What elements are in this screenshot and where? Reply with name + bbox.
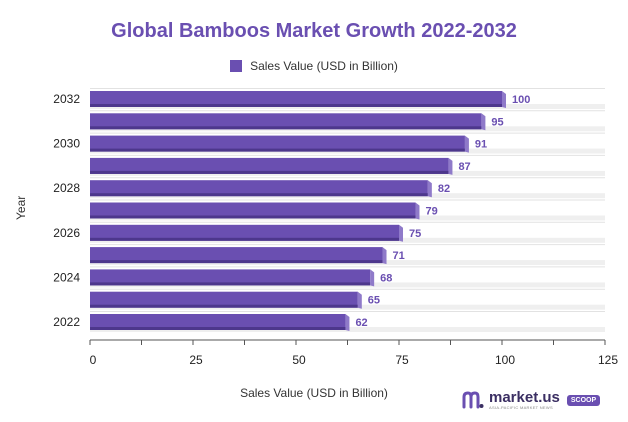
- x-tick-label: 75: [395, 353, 409, 367]
- brand-badge: SCOOP: [566, 394, 601, 406]
- data-label: 91: [475, 139, 487, 151]
- bar-end: [382, 247, 387, 265]
- data-label: 71: [393, 250, 405, 262]
- y-tick-label: 2030: [53, 137, 80, 151]
- legend-label: Sales Value (USD in Billion): [250, 59, 398, 73]
- market-us-logo-icon: [462, 391, 484, 409]
- y-tick-label: 2028: [53, 181, 80, 195]
- bar-end: [415, 202, 420, 220]
- data-label: 82: [438, 183, 450, 195]
- bar-end: [345, 314, 350, 331]
- bar-shade: [90, 304, 358, 308]
- bar-shade: [90, 104, 502, 107]
- bar-end: [357, 291, 362, 309]
- legend-swatch: [230, 60, 243, 72]
- y-axis-label: Year: [14, 195, 28, 220]
- bar-shade: [90, 327, 346, 330]
- brand-name: market.us: [489, 389, 560, 406]
- bar-end: [464, 135, 469, 153]
- bar: [90, 291, 358, 308]
- bar-end: [448, 157, 453, 175]
- data-label: 79: [425, 206, 437, 218]
- bar: [90, 224, 399, 241]
- x-axis-label: Sales Value (USD in Billion): [240, 386, 388, 400]
- y-tick-label: 2026: [53, 226, 80, 240]
- bar: [90, 113, 482, 130]
- x-tick-label: 25: [189, 353, 203, 367]
- bar-shade: [90, 260, 383, 264]
- bar-end: [427, 180, 432, 198]
- bar: [90, 157, 449, 174]
- x-tick-label: 125: [598, 353, 618, 367]
- data-label: 95: [491, 116, 503, 128]
- data-label: 75: [409, 228, 421, 240]
- bar-shade: [90, 170, 449, 174]
- x-tick-label: 0: [90, 353, 97, 367]
- bar-end: [502, 91, 506, 108]
- bar-shade: [90, 126, 482, 130]
- bar: [90, 202, 416, 219]
- data-label: 100: [512, 94, 530, 106]
- x-tick-label: 100: [495, 353, 515, 367]
- bar: [90, 91, 502, 107]
- y-tick-label: 2022: [53, 315, 80, 329]
- brand-logo: market.us ASIA-PACIFIC MARKET NEWS SCOOP: [462, 389, 601, 410]
- y-tick-label: 2032: [53, 92, 80, 106]
- bar: [90, 269, 371, 286]
- bar-end: [481, 113, 486, 131]
- bar-shade: [90, 148, 465, 152]
- bar-shade: [90, 282, 371, 286]
- data-label: 62: [355, 317, 367, 329]
- bar-end: [370, 269, 375, 287]
- bar: [90, 135, 465, 152]
- data-label: 65: [368, 295, 380, 307]
- brand-tagline: ASIA-PACIFIC MARKET NEWS: [489, 405, 553, 410]
- data-label: 68: [380, 272, 392, 284]
- bar-shade: [90, 215, 416, 219]
- bar: [90, 314, 346, 330]
- bar-end: [399, 224, 403, 242]
- chart-title: Global Bamboos Market Growth 2022-2032: [111, 20, 517, 42]
- bar: [90, 180, 428, 197]
- bar-shade: [90, 237, 399, 241]
- bar-shade: [90, 193, 428, 197]
- data-label: 87: [458, 161, 470, 173]
- x-tick-label: 50: [292, 353, 306, 367]
- y-tick-label: 2024: [53, 270, 80, 284]
- legend: Sales Value (USD in Billion): [0, 59, 628, 73]
- bar: [90, 247, 383, 264]
